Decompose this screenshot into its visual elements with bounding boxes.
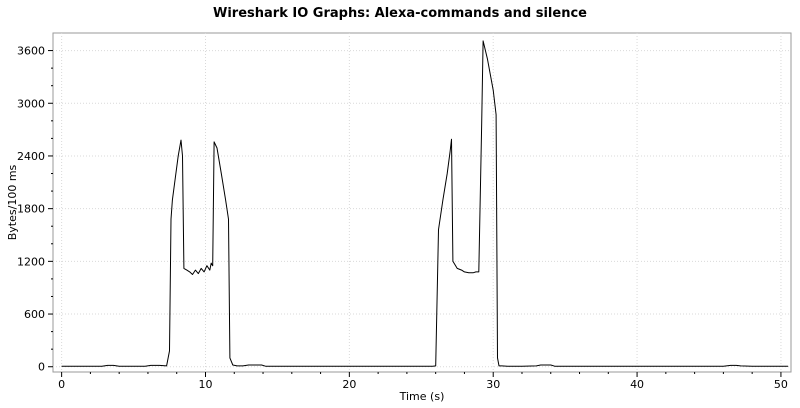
x-tick-label: 0 xyxy=(58,378,65,391)
x-tick-label: 10 xyxy=(198,378,212,391)
plot-frame xyxy=(52,32,792,373)
chart-title: Wireshark IO Graphs: Alexa-commands and … xyxy=(213,6,587,21)
y-tick-label: 1800 xyxy=(17,203,45,216)
y-tick-label: 3000 xyxy=(17,97,45,110)
y-tick-label: 0 xyxy=(38,361,45,374)
y-tick-label: 2400 xyxy=(17,150,45,163)
series-line xyxy=(61,40,789,367)
x-tick-label: 50 xyxy=(774,378,788,391)
x-tick-label: 20 xyxy=(342,378,356,391)
y-axis-title: Bytes/100 ms xyxy=(6,164,19,240)
y-tick-label: 1200 xyxy=(17,255,45,268)
x-axis-title: Time (s) xyxy=(399,390,445,403)
x-tick-label: 30 xyxy=(486,378,500,391)
y-tick-label: 600 xyxy=(24,308,45,321)
x-tick-label: 40 xyxy=(630,378,644,391)
y-tick-label: 3600 xyxy=(17,45,45,58)
